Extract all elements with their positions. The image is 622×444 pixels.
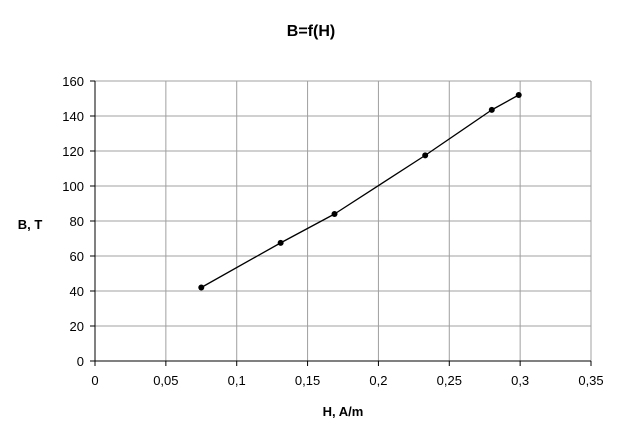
axes	[90, 80, 592, 366]
y-tick-label: 160	[62, 74, 84, 89]
x-tick-label: 0,15	[295, 373, 320, 388]
x-tick-label: 0	[91, 373, 98, 388]
series-line	[200, 94, 520, 289]
data-point	[488, 106, 495, 113]
y-axis-label: B, T	[18, 217, 43, 232]
x-axis-label: H, A/m	[323, 404, 364, 419]
x-tick-label: 0,3	[511, 373, 529, 388]
x-tick-label: 0,1	[228, 373, 246, 388]
chart-title: B=f(H)	[287, 23, 335, 40]
y-tick-label: 140	[62, 109, 84, 124]
y-tick-label: 20	[70, 319, 84, 334]
tick-labels: 0 0,05 0,1 0,15 0,2 0,25 0,3 0,35 0 20 40 60 80 100 12…	[62, 74, 603, 388]
x-tick-label: 0,05	[153, 373, 178, 388]
x-tick-label: 0,25	[437, 373, 462, 388]
data-point	[515, 92, 522, 98]
data-point	[422, 152, 429, 159]
x-tick-label: 0,35	[578, 373, 603, 388]
series-layer	[198, 92, 522, 291]
y-tick-label: 40	[70, 284, 84, 299]
y-tick-label: 120	[62, 144, 84, 159]
y-tick-label: 0	[77, 354, 84, 369]
data-point	[198, 284, 205, 291]
x-tick-label: 0,2	[369, 373, 387, 388]
y-tick-label: 60	[70, 249, 84, 264]
gridlines	[95, 80, 592, 361]
data-point	[277, 239, 284, 246]
y-tick-label: 80	[70, 214, 84, 229]
data-point	[331, 211, 338, 217]
y-tick-label: 100	[62, 179, 84, 194]
